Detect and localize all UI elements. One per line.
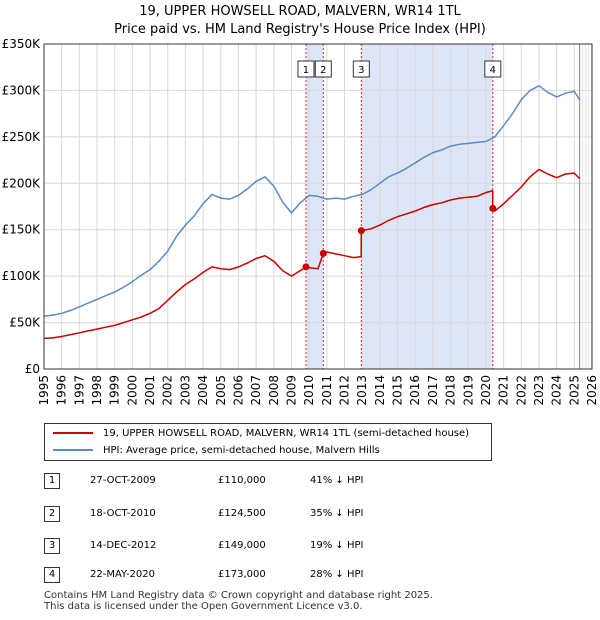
sale-label-box — [314, 60, 332, 78]
transaction-number: 1 — [44, 473, 60, 489]
transaction-date: 18-OCT-2010 — [90, 508, 156, 519]
sale-label-box — [297, 60, 315, 78]
transaction-row: 3 14-DEC-2012 £149,000 19% ↓ HPI — [44, 538, 484, 556]
sale-label: 3 — [358, 65, 364, 76]
x-tick-label: 2022 — [514, 375, 528, 406]
y-tick-label: £150K — [2, 223, 42, 237]
transaction-row: 4 22-MAY-2020 £173,000 28% ↓ HPI — [44, 567, 484, 585]
legend-swatch-hpi — [53, 449, 93, 451]
x-tick-label: 2018 — [444, 375, 458, 406]
transaction-price: £173,000 — [218, 569, 266, 580]
x-tick-label: 2023 — [532, 375, 546, 406]
x-tick-label: 2016 — [408, 375, 422, 406]
x-tick-label: 1996 — [55, 375, 69, 406]
x-tick-label: 2014 — [373, 375, 387, 406]
transaction-number: 2 — [44, 506, 60, 522]
legend-item-property: 19, UPPER HOWSELL ROAD, MALVERN, WR14 1T… — [53, 428, 469, 444]
x-tick-label: 2011 — [320, 375, 334, 406]
x-tick-label: 2021 — [497, 375, 511, 406]
sale-label: 1 — [303, 65, 309, 76]
transaction-number: 3 — [44, 538, 60, 554]
x-tick-label: 2010 — [302, 375, 316, 406]
legend: 19, UPPER HOWSELL ROAD, MALVERN, WR14 1T… — [44, 423, 492, 461]
footer-licence: This data is licensed under the Open Gov… — [44, 601, 363, 612]
x-tick-label: 2026 — [585, 375, 599, 406]
transaction-price: £149,000 — [218, 540, 266, 551]
x-tick-label: 2012 — [338, 375, 352, 406]
x-tick-label: 2009 — [284, 375, 298, 406]
y-tick-label: £350K — [2, 37, 42, 51]
chart-subtitle: Price paid vs. HM Land Registry's House … — [114, 22, 486, 37]
y-tick-label: £100K — [2, 269, 42, 283]
x-tick-label: 2017 — [426, 375, 440, 406]
transaction-hpi-diff: 28% ↓ HPI — [310, 569, 364, 580]
x-tick-label: 2002 — [161, 375, 175, 406]
x-tick-label: 2024 — [550, 375, 564, 406]
y-tick-label: £250K — [2, 130, 42, 144]
x-tick-label: 2020 — [479, 375, 493, 406]
transaction-hpi-diff: 41% ↓ HPI — [310, 475, 364, 486]
shaded-period — [305, 44, 324, 369]
transaction-number: 4 — [44, 567, 60, 583]
transaction-row: 1 27-OCT-2009 £110,000 41% ↓ HPI — [44, 473, 484, 491]
x-tick-label: 2008 — [267, 375, 281, 406]
y-tick-label: £200K — [2, 176, 42, 190]
legend-label-hpi: HPI: Average price, semi-detached house,… — [103, 445, 380, 456]
x-tick-label: 2004 — [196, 375, 210, 406]
transaction-price: £110,000 — [218, 475, 266, 486]
plot-frame — [43, 43, 593, 370]
chart-title-address: 19, UPPER HOWSELL ROAD, MALVERN, WR14 1T… — [139, 4, 461, 19]
x-tick-label: 1998 — [90, 375, 104, 406]
transaction-price: £124,500 — [218, 508, 266, 519]
sale-point — [302, 263, 310, 271]
x-tick-label: 1997 — [72, 375, 86, 406]
sale-label-box — [484, 60, 502, 78]
sale-point — [489, 204, 497, 212]
transaction-date: 27-OCT-2009 — [90, 475, 156, 486]
sale-point — [319, 249, 327, 257]
y-tick-label: £300K — [2, 83, 42, 97]
price-chart: 1 2 3 4 £0 £50K £100K £150K £200K £250K £300K £350K… — [2, 37, 599, 406]
x-tick-label: 1995 — [37, 375, 51, 406]
x-tick-label: 2013 — [355, 375, 369, 406]
sale-label: 2 — [320, 65, 326, 76]
sale-label: 4 — [490, 65, 496, 76]
x-tick-label: 2000 — [125, 375, 139, 406]
x-tick-label: 2019 — [461, 375, 475, 406]
legend-label-property: 19, UPPER HOWSELL ROAD, MALVERN, WR14 1T… — [103, 428, 470, 439]
x-tick-label: 2005 — [214, 375, 228, 406]
x-tick-label: 2025 — [567, 375, 581, 406]
legend-swatch-property — [53, 432, 93, 434]
transaction-date: 22-MAY-2020 — [90, 569, 156, 580]
x-tick-label: 2001 — [143, 375, 157, 406]
x-tick-label: 2015 — [391, 375, 405, 406]
x-tick-label: 2007 — [249, 375, 263, 406]
legend-item-hpi: HPI: Average price, semi-detached house,… — [53, 445, 380, 461]
x-tick-label: 1999 — [108, 375, 122, 406]
y-tick-label: £0 — [25, 362, 40, 376]
transaction-hpi-diff: 35% ↓ HPI — [310, 508, 364, 519]
x-tick-label: 2006 — [231, 375, 245, 406]
sale-point — [357, 227, 365, 235]
y-tick-label: £50K — [9, 316, 41, 330]
footer-copyright: Contains HM Land Registry data © Crown c… — [44, 590, 433, 601]
hpi-series-line — [43, 85, 581, 317]
transaction-date: 14-DEC-2012 — [90, 540, 157, 551]
sale-label-box — [352, 60, 370, 78]
x-tick-label: 2003 — [178, 375, 192, 406]
transaction-hpi-diff: 19% ↓ HPI — [310, 540, 364, 551]
transaction-row: 2 18-OCT-2010 £124,500 35% ↓ HPI — [44, 506, 484, 524]
